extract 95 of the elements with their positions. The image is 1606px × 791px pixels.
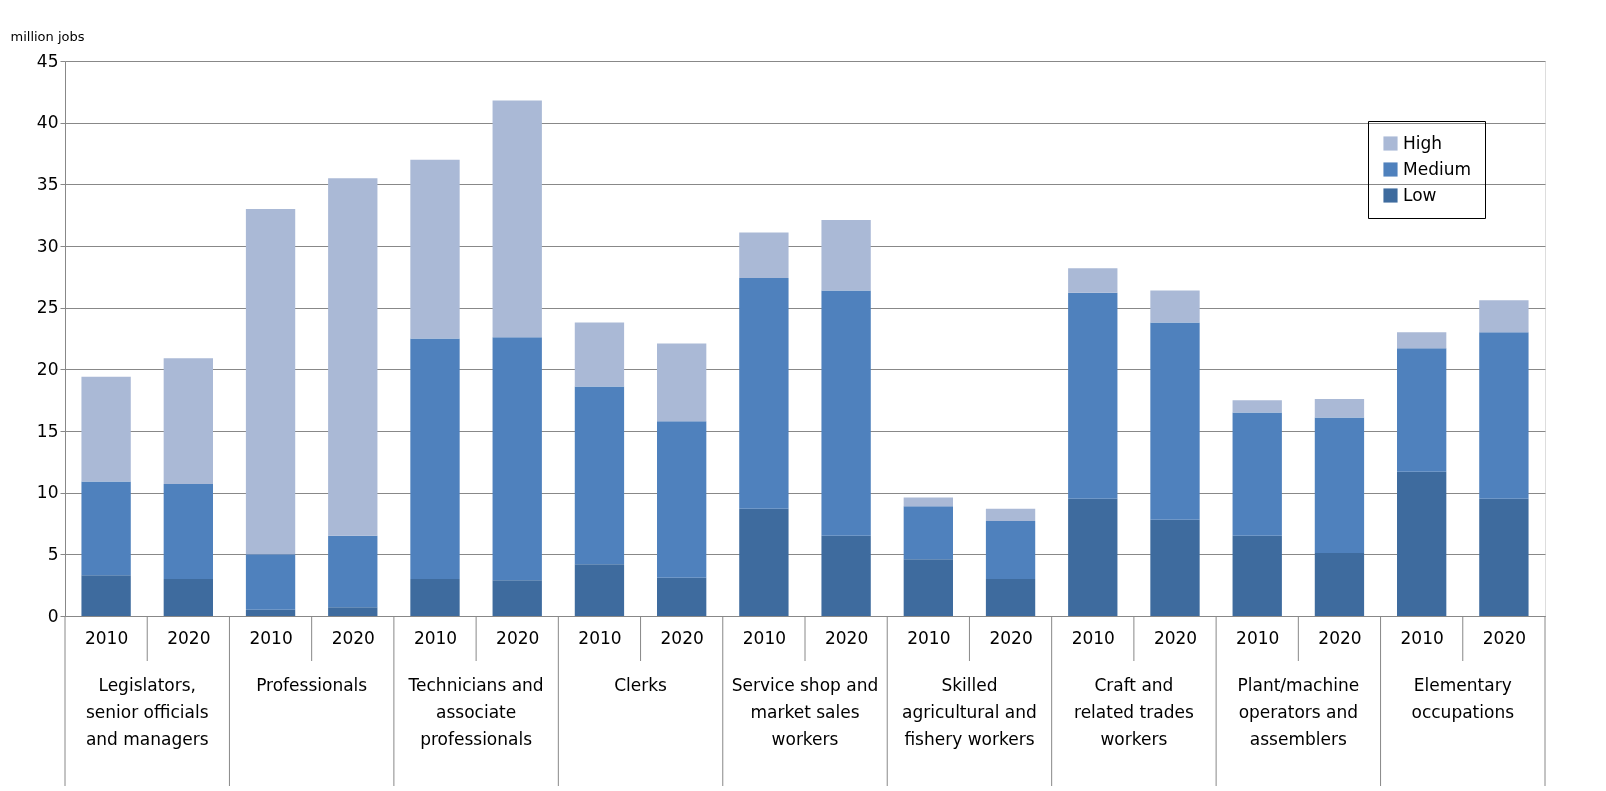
x-tick-label: 2020 xyxy=(496,627,540,648)
x-tick-label: 2020 xyxy=(660,627,704,648)
bar xyxy=(903,506,953,560)
text: Skilled agricultural and fishery workers xyxy=(902,675,1037,749)
bar xyxy=(1232,400,1282,413)
bar xyxy=(163,579,213,616)
bar xyxy=(245,554,296,610)
bar xyxy=(163,484,213,579)
bar xyxy=(245,609,296,616)
y-tick-label: 20 xyxy=(36,358,59,379)
bar xyxy=(574,322,625,387)
bar xyxy=(1068,268,1118,293)
bar xyxy=(328,607,378,616)
bar xyxy=(739,278,789,509)
bar xyxy=(574,386,625,565)
bar xyxy=(492,337,542,581)
bar xyxy=(657,421,707,578)
bar xyxy=(1314,553,1365,616)
bar xyxy=(1068,498,1118,616)
x-tick-label: 2020 xyxy=(167,627,211,648)
text: Legislators, senior officials and managers xyxy=(85,675,209,749)
bar xyxy=(739,508,789,616)
text: Service shop and market sales workers xyxy=(731,675,879,749)
text: Elementary occupations xyxy=(1411,675,1515,722)
x-tick-label: 2010 xyxy=(578,627,622,648)
x-tick-label: 2010 xyxy=(907,627,951,648)
x-tick-label: 2020 xyxy=(331,627,375,648)
bar xyxy=(821,220,871,291)
bar xyxy=(985,508,1036,522)
bar xyxy=(163,358,213,485)
bar xyxy=(1479,498,1529,616)
bar xyxy=(492,580,542,616)
bar xyxy=(410,579,460,616)
bar xyxy=(821,535,871,616)
text: Technicians and associate professionals xyxy=(407,675,544,749)
bar xyxy=(903,497,953,507)
bar xyxy=(574,564,625,616)
bar xyxy=(81,376,131,482)
y-tick-label: 45 xyxy=(36,50,59,71)
bar xyxy=(1150,322,1200,520)
legend-label: Medium xyxy=(1403,158,1471,179)
x-tick-label: 2020 xyxy=(1153,627,1198,648)
x-tick-label: 2020 xyxy=(989,627,1033,648)
bar xyxy=(81,481,131,576)
bar xyxy=(492,100,542,338)
bar xyxy=(657,343,707,422)
legend-label: Low xyxy=(1403,184,1437,205)
y-tick-label: 10 xyxy=(36,482,59,503)
x-tick-label: 2010 xyxy=(413,627,458,648)
y-tick-label: 35 xyxy=(36,173,59,194)
bar xyxy=(1232,535,1282,616)
bar xyxy=(81,575,131,616)
y-tick-label: 15 xyxy=(36,420,59,441)
text: Professionals xyxy=(256,675,368,695)
bar xyxy=(1150,519,1200,616)
x-tick-label: 2010 xyxy=(1071,627,1115,648)
bar xyxy=(1314,398,1365,418)
x-tick-label: 2010 xyxy=(742,627,787,648)
bar xyxy=(739,232,789,279)
x-tick-label: 2010 xyxy=(1400,627,1444,648)
y-tick-label: 25 xyxy=(36,297,59,318)
bar xyxy=(821,290,871,536)
text: Plant/machine operators and assemblers xyxy=(1237,675,1360,749)
bar xyxy=(1397,348,1447,472)
bar xyxy=(657,577,707,616)
bar xyxy=(1479,332,1529,499)
x-tick-label: 2010 xyxy=(84,627,129,648)
bar xyxy=(1314,417,1365,554)
bar xyxy=(1397,471,1447,616)
text: Clerks xyxy=(614,675,668,695)
bar xyxy=(985,521,1036,579)
legend-label: High xyxy=(1403,132,1443,153)
bar xyxy=(985,579,1036,616)
x-tick-label: 2010 xyxy=(249,627,293,648)
bar xyxy=(410,338,460,579)
x-tick-label: 2010 xyxy=(1236,627,1280,648)
x-tick-label: 2020 xyxy=(1482,627,1527,648)
y-tick-label: 5 xyxy=(47,543,59,564)
y-tick-label: 30 xyxy=(36,235,59,256)
y-tick-label: 0 xyxy=(47,605,59,626)
text: Craft and related trades workers xyxy=(1074,675,1194,749)
bar xyxy=(245,209,296,555)
bar xyxy=(1150,290,1200,323)
bar xyxy=(410,159,460,339)
bar xyxy=(328,178,378,536)
y-axis-title: million jobs xyxy=(10,28,85,44)
bar xyxy=(903,559,953,616)
x-tick-label: 2020 xyxy=(1318,627,1362,648)
bar xyxy=(1068,292,1118,499)
bar xyxy=(1479,300,1529,333)
bar xyxy=(1232,412,1282,536)
bar xyxy=(1397,332,1447,349)
x-tick-label: 2020 xyxy=(824,627,869,648)
bar xyxy=(328,535,378,608)
y-tick-label: 40 xyxy=(36,112,59,133)
